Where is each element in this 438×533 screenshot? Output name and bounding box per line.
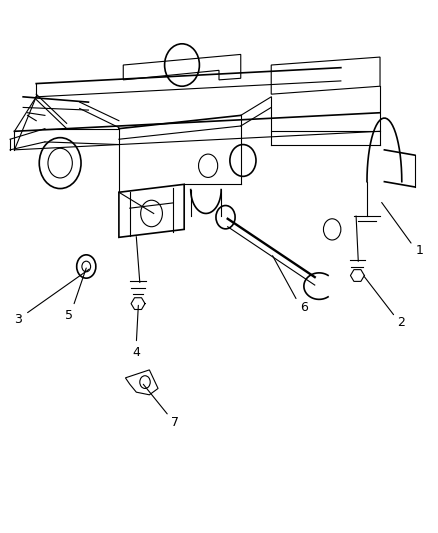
Text: 4: 4 xyxy=(132,346,140,359)
Text: 5: 5 xyxy=(65,309,73,322)
Polygon shape xyxy=(131,298,145,310)
Text: 2: 2 xyxy=(397,316,405,329)
Text: 6: 6 xyxy=(300,301,308,314)
Text: 3: 3 xyxy=(14,313,22,326)
Text: 1: 1 xyxy=(415,244,423,257)
Polygon shape xyxy=(350,270,364,281)
Text: 7: 7 xyxy=(171,416,179,430)
